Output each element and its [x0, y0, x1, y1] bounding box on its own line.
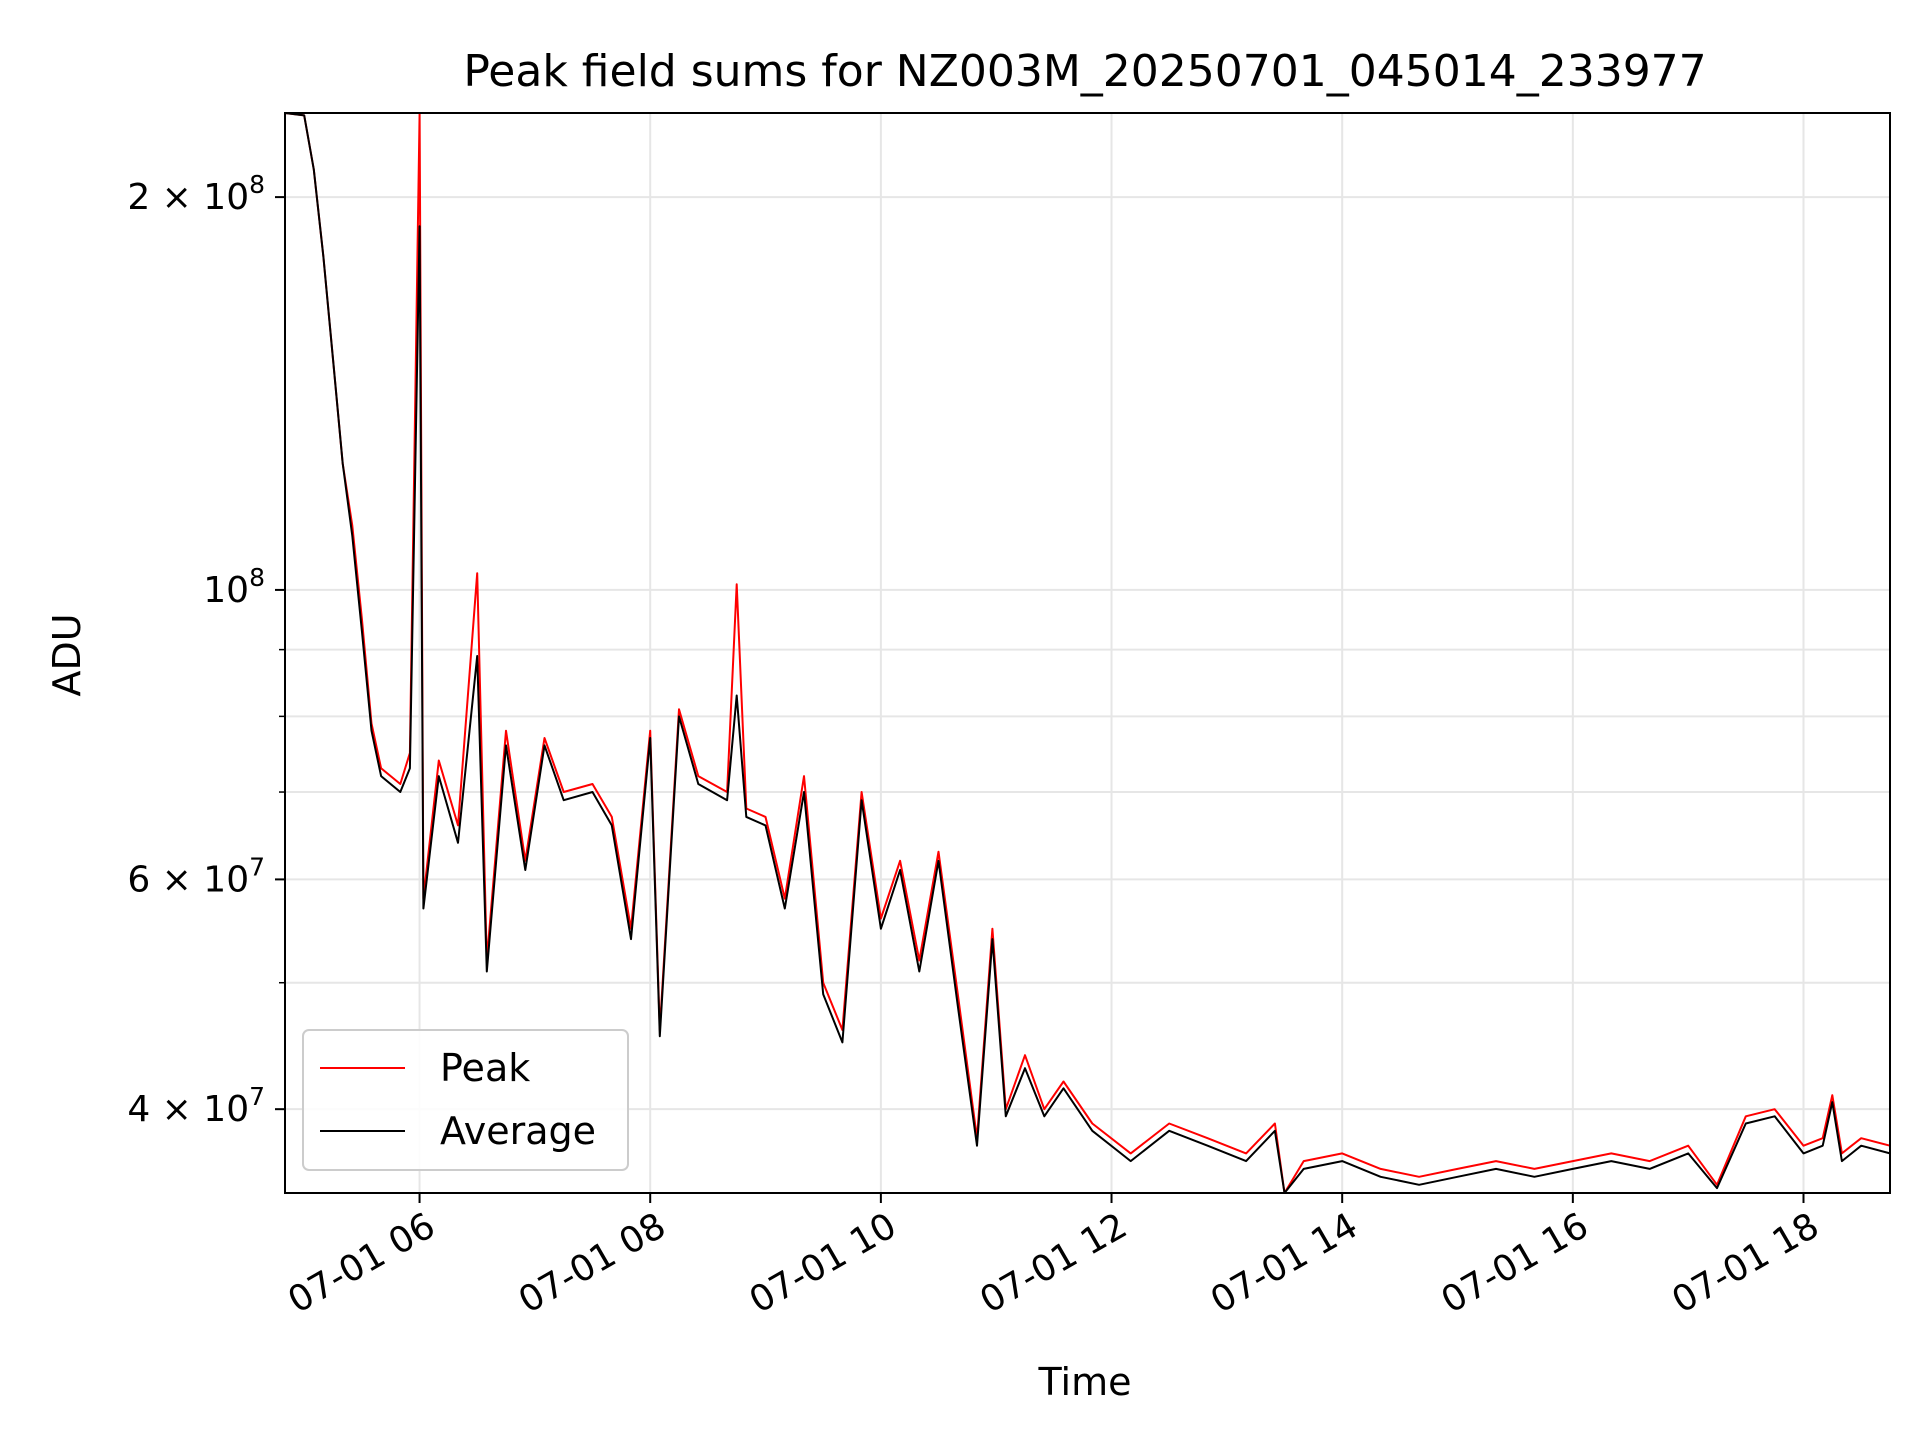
legend-box	[302, 1029, 629, 1171]
legend-label-average: Average	[440, 1109, 596, 1153]
legend: Peak Average	[302, 1029, 629, 1171]
y-tick-label: 4 × 107	[127, 1082, 265, 1130]
plot-frame	[284, 112, 1891, 1194]
legend-label-peak: Peak	[440, 1046, 530, 1090]
series-line-average	[284, 112, 1891, 1194]
y-tick-label: 108	[203, 563, 265, 611]
y-axis-label: ADU	[45, 613, 89, 696]
x-axis-label: Time	[1038, 1360, 1132, 1404]
chart-title: Peak field sums for NZ003M_20250701_0450…	[463, 46, 1706, 97]
y-tick-label: 2 × 108	[127, 170, 265, 218]
series-layer	[284, 112, 1891, 1194]
y-tick-label: 6 × 107	[127, 852, 265, 900]
